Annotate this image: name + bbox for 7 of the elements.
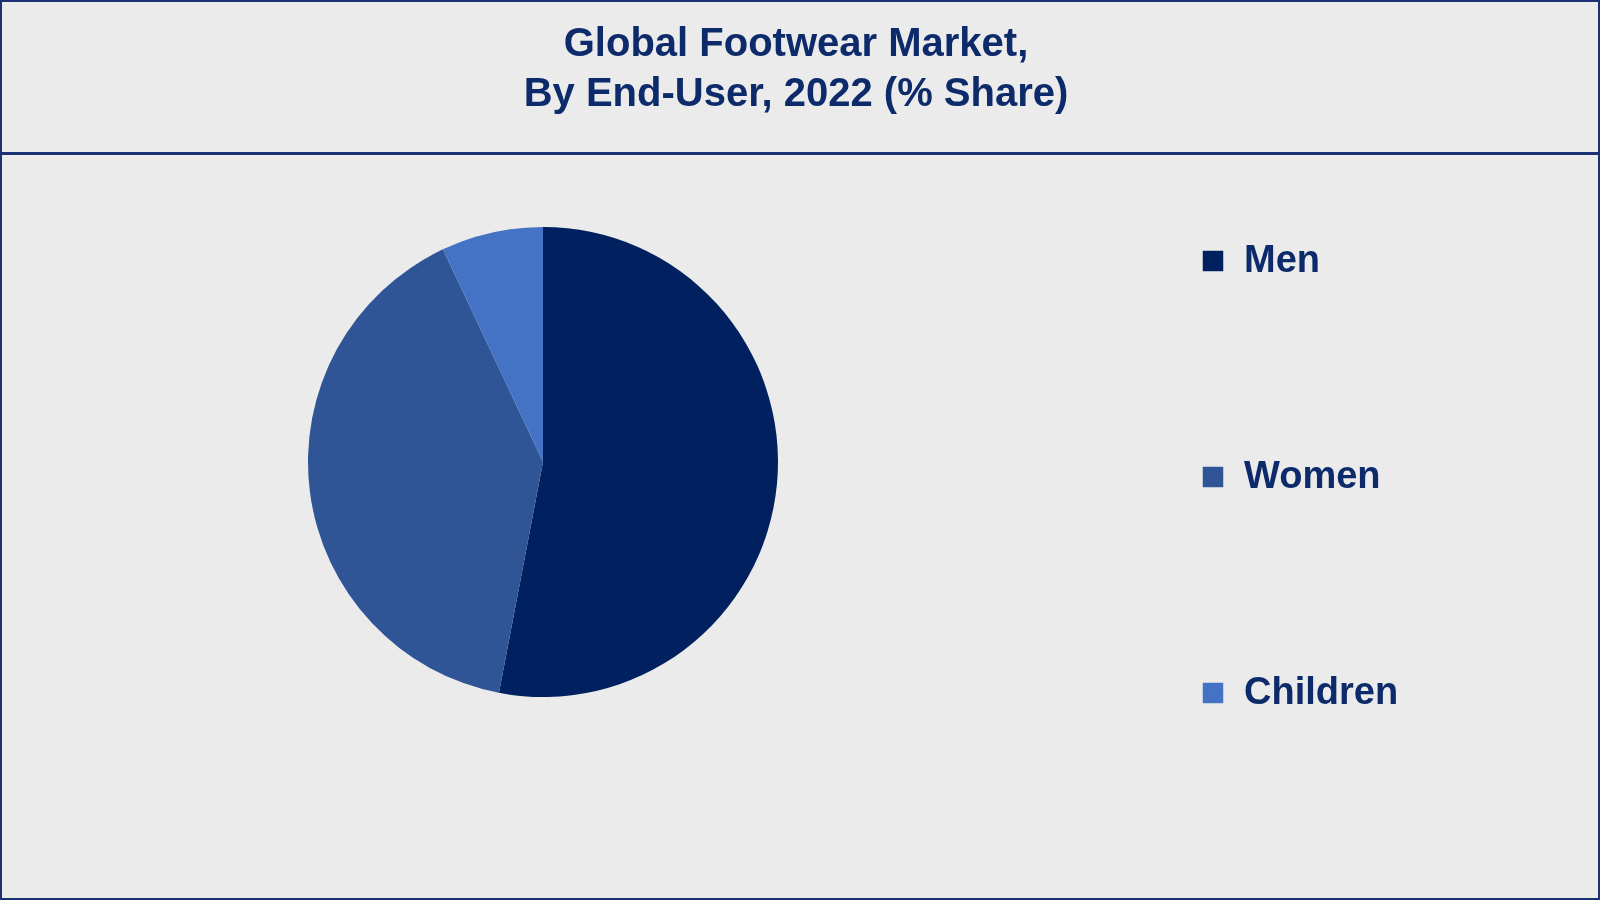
chart-title: Global Footwear Market, By End-User, 2022 (% Share) [523,20,1069,114]
legend-label: Men [1244,238,1320,280]
legend-label: Women [1244,454,1381,496]
pie-slice [442,227,543,462]
legend-label: Children [1244,670,1399,712]
pie-slice [498,227,778,697]
pie-slice [308,249,543,693]
